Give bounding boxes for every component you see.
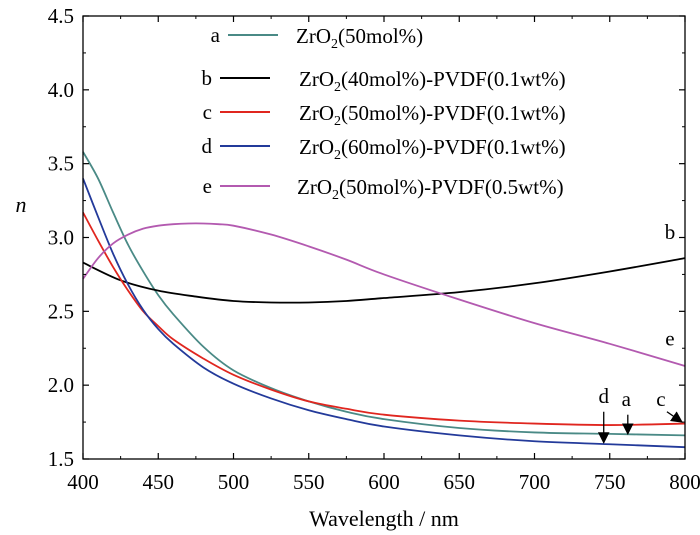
- legend-letter: c: [203, 100, 212, 124]
- legend: a ZrO2(50mol%) b ZrO2(40mol%)-PVDF(0.1wt%) c…: [202, 23, 566, 203]
- y-tick-label: 2.5: [48, 299, 74, 323]
- series-line-c: [82, 211, 686, 426]
- x-tick-label: 750: [594, 470, 626, 494]
- x-axis-label: Wavelength / nm: [309, 506, 459, 531]
- curve-tag-e: e: [665, 326, 674, 350]
- y-tick-label: 4.5: [48, 4, 74, 28]
- y-axis-label: n: [16, 192, 27, 217]
- x-tick-label: 400: [67, 470, 99, 494]
- legend-label: ZrO2(40mol%)-PVDF(0.1wt%): [299, 67, 566, 95]
- legend-label: ZrO2(50mol%): [296, 24, 423, 52]
- curve-tag-a: a: [622, 387, 632, 411]
- x-tick-label: 600: [368, 470, 400, 494]
- x-tick-label: 650: [444, 470, 476, 494]
- x-tick-label: 500: [218, 470, 250, 494]
- curve-tag-c: c: [656, 387, 665, 411]
- y-tick-label: 1.5: [48, 447, 74, 471]
- x-tick-label: 700: [519, 470, 551, 494]
- curve-tag-d: d: [598, 384, 609, 408]
- series-layer: [82, 151, 686, 449]
- legend-item-e: e ZrO2(50mol%)-PVDF(0.5wt%): [203, 174, 564, 203]
- legend-letter: a: [211, 23, 221, 47]
- x-tick-label: 450: [143, 470, 175, 494]
- series-line-d: [82, 178, 686, 449]
- legend-letter: d: [202, 134, 213, 158]
- legend-letter: e: [203, 174, 212, 198]
- y-tick-label: 3.0: [48, 226, 74, 250]
- legend-item-b: b ZrO2(40mol%)-PVDF(0.1wt%): [202, 66, 566, 95]
- y-tick-label: 2.0: [48, 373, 74, 397]
- series-line-e: [82, 222, 686, 367]
- x-tick-label: 800: [669, 470, 700, 494]
- annotation-arrow: [666, 411, 683, 423]
- series-line-b: [82, 257, 686, 304]
- legend-letter: b: [202, 66, 213, 90]
- legend-item-c: c ZrO2(50mol%)-PVDF(0.1wt%): [203, 100, 566, 129]
- y-tick-label: 4.0: [48, 78, 74, 102]
- ticks-layer: 400 450 500 550 600 650 700 750 800 1.5 2.0 2.5 3.0 3…: [48, 4, 700, 494]
- y-tick-label: 3.5: [48, 152, 74, 176]
- legend-label: ZrO2(50mol%)-PVDF(0.1wt%): [299, 101, 566, 129]
- legend-label: ZrO2(50mol%)-PVDF(0.5wt%): [297, 175, 564, 203]
- curve-tag-b: b: [665, 220, 676, 244]
- legend-item-a: a ZrO2(50mol%): [211, 23, 423, 52]
- series-line-a: [82, 151, 686, 437]
- x-tick-label: 550: [293, 470, 325, 494]
- legend-label: ZrO2(60mol%)-PVDF(0.1wt%): [299, 135, 566, 163]
- legend-item-d: d ZrO2(60mol%)-PVDF(0.1wt%): [202, 134, 566, 163]
- tags-layer: b e d a c: [597, 220, 683, 444]
